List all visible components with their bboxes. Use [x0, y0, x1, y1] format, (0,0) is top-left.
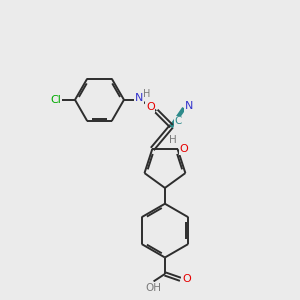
Text: O: O [180, 144, 188, 154]
Text: O: O [146, 102, 155, 112]
Text: N: N [135, 93, 143, 103]
Text: O: O [182, 274, 191, 284]
Text: H: H [169, 135, 177, 145]
Text: OH: OH [145, 283, 161, 293]
Text: Cl: Cl [50, 95, 61, 105]
Text: N: N [185, 101, 193, 111]
Text: C: C [174, 116, 182, 126]
Text: H: H [143, 89, 151, 99]
